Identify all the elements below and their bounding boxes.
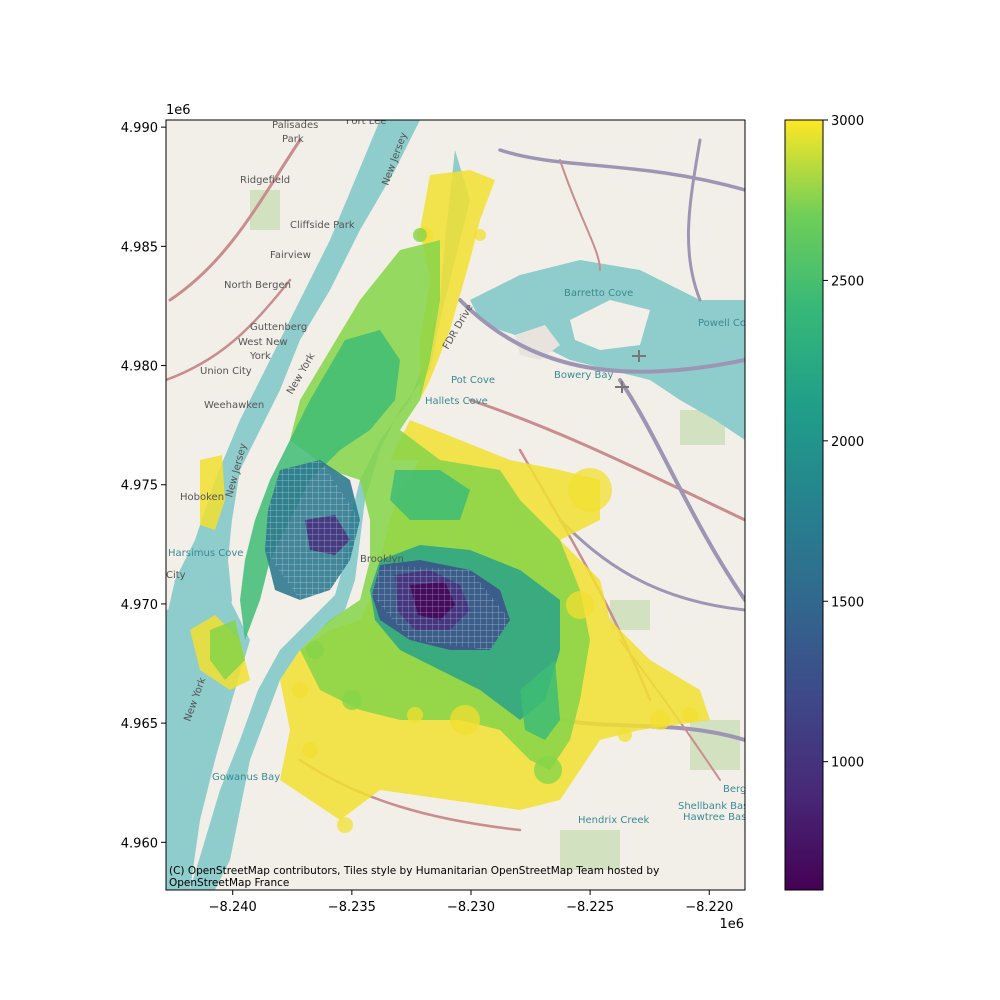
colorbar-ticks: 1000 1500 2000 2500 3000 xyxy=(823,114,864,771)
y-tick-label: 4.985 xyxy=(121,240,158,255)
axes-frame xyxy=(165,119,746,891)
label-barretto-cove: Barretto Cove xyxy=(564,288,633,299)
label-fort-lee: Fort Lee xyxy=(346,116,386,127)
y-tick-label: 4.960 xyxy=(121,836,158,851)
label-ridgefield: Ridgefield xyxy=(240,175,290,186)
y-offset-label: 1e6 xyxy=(166,103,191,118)
y-axis: 4.960 4.965 4.970 4.975 4.980 4.985 4.990 xyxy=(121,121,166,851)
water-labels: Barretto Cove Powell Cove Bowery Bay Pot… xyxy=(168,288,758,826)
x-offset-label: 1e6 xyxy=(719,917,744,932)
label-harsimus-cove: Harsimus Cove xyxy=(168,548,243,559)
colorbar: 1000 1500 2000 2500 3000 xyxy=(784,114,864,891)
label-west-new: West New xyxy=(238,337,288,348)
label-guttenberg: Guttenberg xyxy=(250,322,307,333)
label-union-city: Union City xyxy=(200,366,252,377)
map-axes: Palisades Fort Lee Park Ridgefield Cliff… xyxy=(166,116,758,890)
colorbar-tick-label: 1000 xyxy=(831,756,864,771)
label-hallets-cove: Hallets Cove xyxy=(425,396,488,407)
bay-water xyxy=(470,260,745,440)
label-shellbank-basin: Shellbank Basin xyxy=(678,801,758,812)
x-tick-label: −8.220 xyxy=(685,900,733,915)
label-city: City xyxy=(166,570,186,581)
label-north-bergen: North Bergen xyxy=(224,280,291,291)
colorbar-tick-label: 3000 xyxy=(831,114,864,129)
x-tick-label: −8.240 xyxy=(209,900,257,915)
label-berg: Berg xyxy=(723,784,746,795)
colorbar-tick-label: 2000 xyxy=(831,435,864,450)
label-gowanus-bay: Gowanus Bay xyxy=(212,772,280,783)
x-tick-label: −8.225 xyxy=(566,900,614,915)
attribution-line-2: OpenStreetMap France xyxy=(169,877,289,889)
label-park: Park xyxy=(282,134,304,145)
label-pot-cove: Pot Cove xyxy=(451,375,495,386)
east-river xyxy=(190,150,470,890)
y-tick-label: 4.980 xyxy=(121,360,158,375)
label-weehawken: Weehawken xyxy=(204,400,264,411)
label-hoboken: Hoboken xyxy=(180,492,224,503)
y-tick-label: 4.970 xyxy=(121,598,158,613)
x-tick-label: −8.230 xyxy=(447,900,495,915)
y-tick-label: 4.990 xyxy=(121,121,158,136)
label-cliffside-park: Cliffside Park xyxy=(290,220,355,231)
label-hawtree-basin: Hawtree Basin xyxy=(683,812,755,823)
island-land xyxy=(570,300,650,350)
airport-icon xyxy=(615,350,646,393)
label-brooklyn: Brooklyn xyxy=(360,554,404,565)
label-bowery-bay: Bowery Bay xyxy=(554,370,614,381)
label-york: York xyxy=(249,351,271,362)
colorbar-tick-label: 1500 xyxy=(831,595,864,610)
y-tick-label: 4.975 xyxy=(121,479,158,494)
colorbar-gradient xyxy=(784,119,824,891)
colorbar-tick-label: 2500 xyxy=(831,274,864,289)
choropleth-polygons xyxy=(190,170,710,833)
label-palisades: Palisades xyxy=(272,120,318,131)
label-powell-cove: Powell Cove xyxy=(698,318,758,329)
x-axis: −8.240 −8.235 −8.230 −8.225 −8.220 xyxy=(209,890,733,915)
x-tick-label: −8.235 xyxy=(328,900,376,915)
label-hendrix-creek: Hendrix Creek xyxy=(578,815,650,826)
island-land-2 xyxy=(515,325,560,360)
y-tick-label: 4.965 xyxy=(121,717,158,732)
attribution-line-1: (C) OpenStreetMap contributors, Tiles st… xyxy=(169,865,659,877)
label-fairview: Fairview xyxy=(270,250,311,261)
